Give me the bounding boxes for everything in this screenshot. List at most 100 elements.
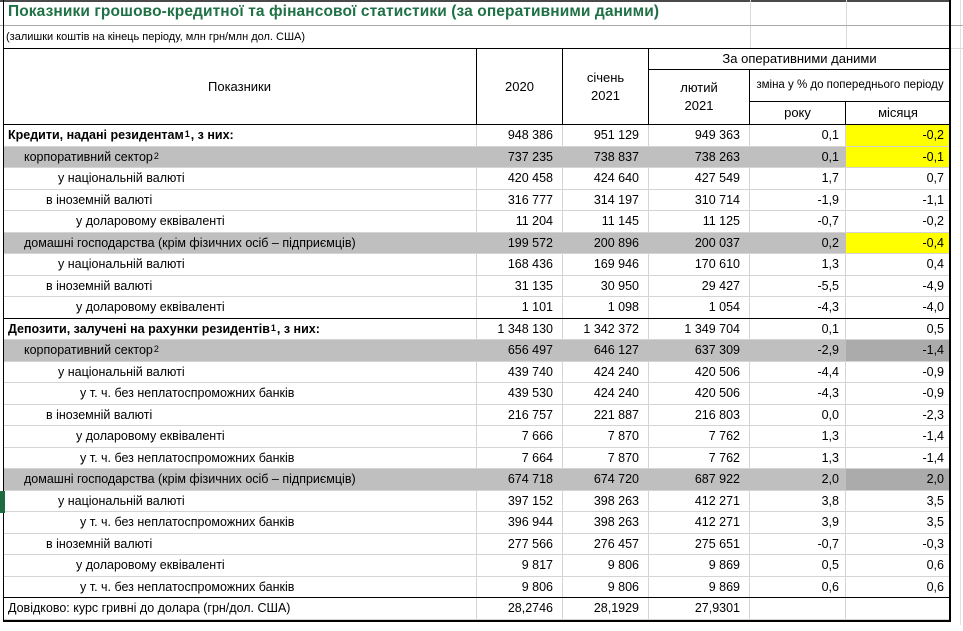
cell-feb-2021: 412 271	[649, 490, 750, 511]
row-label-text: у доларовому еквіваленті	[76, 300, 225, 315]
column-header-month: місяця	[878, 105, 918, 121]
table-body: Кредити, надані резидентам 1, з них: 948 3…	[3, 125, 950, 620]
cell-change-year: 1,3	[750, 254, 846, 275]
cell-change-year: 2,0	[750, 469, 846, 490]
cell-change-year: 3,9	[750, 512, 846, 533]
cell-change-year: 0,6	[750, 576, 846, 597]
column-header-2020: 2020	[477, 49, 563, 124]
column-header-year: року	[750, 102, 846, 124]
cell-change-month: 2,0	[846, 469, 950, 490]
cell-2020: 7 666	[477, 426, 563, 447]
table-row: у національній валюті 168 436 169 946 170 6…	[3, 254, 950, 276]
cell-change-month: 0,4	[926, 257, 944, 272]
row-label-text: домашні господарства (крім фізичних осіб…	[24, 472, 356, 487]
cell-feb-2021: 420 506	[649, 383, 750, 404]
row-label-text: корпоративний сектор	[24, 343, 153, 358]
cell-jan-2021: 674 720	[563, 469, 649, 490]
row-selection-marker	[0, 490, 5, 513]
cell-jan-2021: 1 342 372	[563, 318, 649, 339]
cell-change-year: -1,9	[750, 189, 846, 210]
row-label-text: у доларовому еквіваленті	[76, 214, 225, 229]
cell-2020: 420 458	[477, 168, 563, 189]
row-label: у доларовому еквіваленті	[3, 426, 477, 447]
table-row: корпоративний сектор 2 737 235 738 837 738 2…	[3, 146, 950, 168]
cell-2020: 439 530	[477, 383, 563, 404]
cell-change-year: 3,8	[750, 490, 846, 511]
row-label: у національній валюті	[3, 490, 477, 511]
table-row: у т. ч. без неплатоспроможних банків 7 66…	[3, 447, 950, 469]
row-label-text: у т. ч. без неплатоспроможних банків	[80, 386, 295, 401]
table-row: у національній валюті 397 152 398 263 412 2…	[3, 490, 950, 512]
cell-feb-2021: 1 349 704	[649, 318, 750, 339]
row-label-text: у т. ч. без неплатоспроможних банків	[80, 579, 295, 594]
cell-change-year: 0,1	[750, 125, 846, 146]
cell-jan-2021: 951 129	[563, 125, 649, 146]
row-label-text: у національній валюті	[58, 364, 185, 379]
cell-feb-2021: 949 363	[649, 125, 750, 146]
cell-jan-2021: 11 145	[563, 211, 649, 232]
column-header-indicators: Показники	[3, 49, 477, 124]
cell-change-year: 0,0	[750, 404, 846, 425]
cell-feb-2021: 310 714	[649, 189, 750, 210]
cell-feb-2021: 275 651	[649, 533, 750, 554]
cell-change-year: 0,1	[750, 146, 846, 167]
header-feb-line1: лютий	[680, 80, 718, 96]
cell-change-month: -4,0	[922, 300, 944, 315]
cell-2020: 1 101	[477, 297, 563, 318]
cell-2020: 316 777	[477, 189, 563, 210]
table-row: в іноземній валюті 216 757 221 887 216 803 0…	[3, 404, 950, 426]
table-row: в іноземній валюті 277 566 276 457 275 651-…	[3, 533, 950, 555]
row-label-text: в іноземній валюті	[46, 407, 153, 422]
table-row: в іноземній валюті 316 777 314 197 310 714-…	[3, 189, 950, 211]
table-header: Показники 2020 січень 2021 За оперативни…	[3, 48, 950, 125]
row-label-text: Депозити, залучені на рахунки резидентів	[8, 321, 270, 336]
row-label-text: корпоративний сектор	[24, 149, 153, 164]
cell-jan-2021: 28,1929	[563, 598, 649, 619]
cell-change-year	[750, 598, 846, 619]
cell-feb-2021: 11 125	[649, 211, 750, 232]
cell-change-year: -0,7	[750, 211, 846, 232]
cell-jan-2021: 221 887	[563, 404, 649, 425]
cell-change-month: 0,7	[926, 171, 944, 186]
cell-jan-2021: 276 457	[563, 533, 649, 554]
cell-2020: 216 757	[477, 404, 563, 425]
row-label-text: у т. ч. без неплатоспроможних банків	[80, 515, 295, 530]
row-label: Кредити, надані резидентам 1, з них:	[3, 125, 477, 146]
cell-change-month: -0,1	[846, 146, 950, 167]
cell-jan-2021: 9 806	[563, 555, 649, 576]
cell-change-year: -4,3	[750, 297, 846, 318]
cell-change-month: -1,4	[922, 450, 944, 465]
row-label: корпоративний сектор 2	[3, 340, 477, 361]
cell-change-month	[846, 598, 950, 619]
cell-change-year: 0,5	[750, 555, 846, 576]
row-label: домашні господарства (крім фізичних осіб…	[3, 469, 477, 490]
cell-change-year: 1,7	[750, 168, 846, 189]
column-header-jan-2021: січень 2021	[563, 49, 649, 124]
table-row: в іноземній валюті 31 135 30 950 29 427 -5,5…	[3, 275, 950, 297]
table-row: у доларовому еквіваленті 9 817 9 806 9 869 0…	[3, 555, 950, 577]
row-label: у національній валюті	[3, 254, 477, 275]
table-row: у доларовому еквіваленті 7 666 7 870 7 762 1…	[3, 426, 950, 448]
cell-jan-2021: 1 098	[563, 297, 649, 318]
cell-2020: 199 572	[477, 232, 563, 253]
table-row: у т. ч. без неплатоспроможних банків 9 80…	[3, 576, 950, 598]
cell-feb-2021: 7 762	[649, 426, 750, 447]
cell-change-month: 3,5	[926, 515, 944, 530]
cell-feb-2021: 170 610	[649, 254, 750, 275]
row-label: у національній валюті	[3, 361, 477, 382]
cell-2020: 9 806	[477, 576, 563, 597]
cell-jan-2021: 7 870	[563, 447, 649, 468]
column-group-change-percent: зміна у % до попереднього періоду	[750, 70, 950, 102]
cell-change-month: 3,5	[926, 493, 944, 508]
cell-change-month: -0,4	[846, 232, 950, 253]
cell-feb-2021: 7 762	[649, 447, 750, 468]
title-underline	[0, 25, 963, 26]
cell-jan-2021: 646 127	[563, 340, 649, 361]
row-label: у національній валюті	[3, 168, 477, 189]
cell-2020: 28,2746	[477, 598, 563, 619]
cell-change-month: -0,9	[922, 386, 944, 401]
table-row: у національній валюті 420 458 424 640 427 5…	[3, 168, 950, 190]
cell-feb-2021: 9 869	[649, 576, 750, 597]
cell-jan-2021: 738 837	[563, 146, 649, 167]
